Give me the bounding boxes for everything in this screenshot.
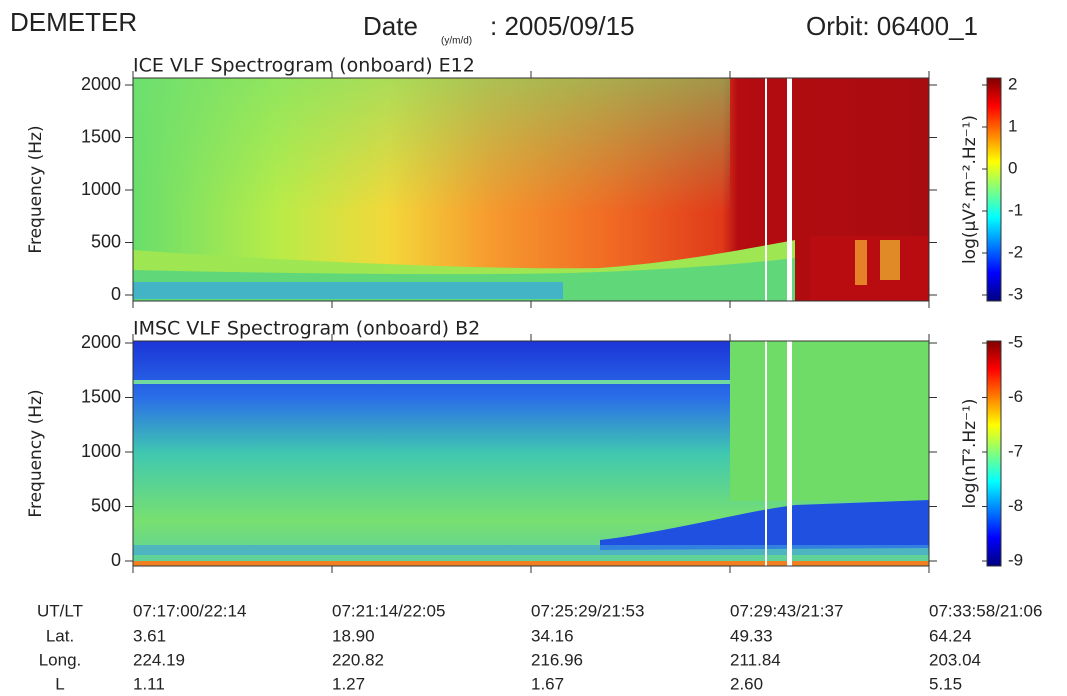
column-value: 49.33 [730, 626, 773, 645]
colorbar-tick-label: -6 [1008, 387, 1023, 406]
row-label: Lat. [46, 626, 74, 645]
column-value: 07:29:43/21:37 [730, 601, 843, 620]
column-value: 220.82 [332, 650, 384, 669]
spectrogram-image [133, 78, 929, 301]
y-tick-label: 500 [91, 495, 121, 515]
column-value: 211.84 [730, 650, 781, 669]
colorbar-tick-label: -3 [1008, 284, 1023, 303]
y-axis-label: Frequency (Hz) [26, 389, 46, 517]
column-value: 1.67 [531, 674, 564, 693]
panel-title: IMSC VLF Spectrogram (onboard) B2 [133, 318, 480, 340]
column-value: 3.61 [133, 626, 166, 645]
date-format: (y/m/d) [441, 36, 472, 47]
colorbar-tick-label: 1 [1008, 116, 1017, 135]
column-value: 07:25:29/21:53 [531, 601, 644, 620]
date-value: : 2005/09/15 [490, 11, 635, 41]
y-tick-label: 1000 [81, 179, 121, 199]
y-tick-label: 2000 [81, 74, 121, 94]
column-value: 64.24 [929, 626, 972, 645]
column-value: 203.04 [929, 650, 981, 669]
y-tick-label: 500 [91, 231, 121, 251]
column-value: 07:21:14/22:05 [332, 601, 445, 620]
y-axis-label: Frequency (Hz) [26, 125, 46, 253]
spectrogram-image [133, 341, 929, 566]
column-value: 224.19 [133, 650, 185, 669]
column-value: 2.60 [730, 674, 763, 693]
y-tick-label: 1500 [81, 386, 121, 406]
column-value: 07:33:58/21:06 [929, 601, 1042, 620]
y-tick-label: 0 [111, 284, 121, 304]
colorbar-tick-label: -7 [1008, 441, 1023, 460]
colorbar [986, 77, 1002, 302]
column-value: 216.96 [531, 650, 583, 669]
y-tick-label: 0 [111, 550, 121, 570]
colorbar-label: log(nT².Hz⁻¹) [960, 398, 980, 508]
row-label: Long. [39, 650, 82, 669]
y-tick-label: 2000 [81, 332, 121, 352]
panel-title: ICE VLF Spectrogram (onboard) E12 [133, 55, 475, 77]
colorbar-tick-label: -8 [1008, 496, 1023, 515]
colorbar-tick-label: -2 [1008, 242, 1023, 261]
date-label: Date [363, 11, 418, 41]
mission: DEMETER [10, 7, 137, 37]
colorbar-tick-label: 2 [1008, 74, 1017, 93]
column-value: 1.27 [332, 674, 365, 693]
column-value: 34.16 [531, 626, 574, 645]
colorbar-tick-label: -5 [1008, 332, 1023, 351]
colorbar-label: log(μV².m⁻².Hz⁻¹) [960, 115, 980, 264]
colorbar [986, 340, 1002, 567]
column-value: 5.15 [929, 674, 962, 693]
colorbar-tick-label: -9 [1008, 550, 1023, 569]
y-tick-label: 1000 [81, 441, 121, 461]
orbit: Orbit: 06400_1 [806, 11, 978, 41]
colorbar-tick-label: 0 [1008, 158, 1017, 177]
row-label: UT/LT [37, 601, 83, 620]
column-value: 18.90 [332, 626, 375, 645]
column-value: 07:17:00/22:14 [133, 601, 246, 620]
row-label: L [55, 674, 64, 693]
colorbar-tick-label: -1 [1008, 200, 1023, 219]
column-value: 1.11 [133, 674, 165, 693]
y-tick-label: 1500 [81, 126, 121, 146]
